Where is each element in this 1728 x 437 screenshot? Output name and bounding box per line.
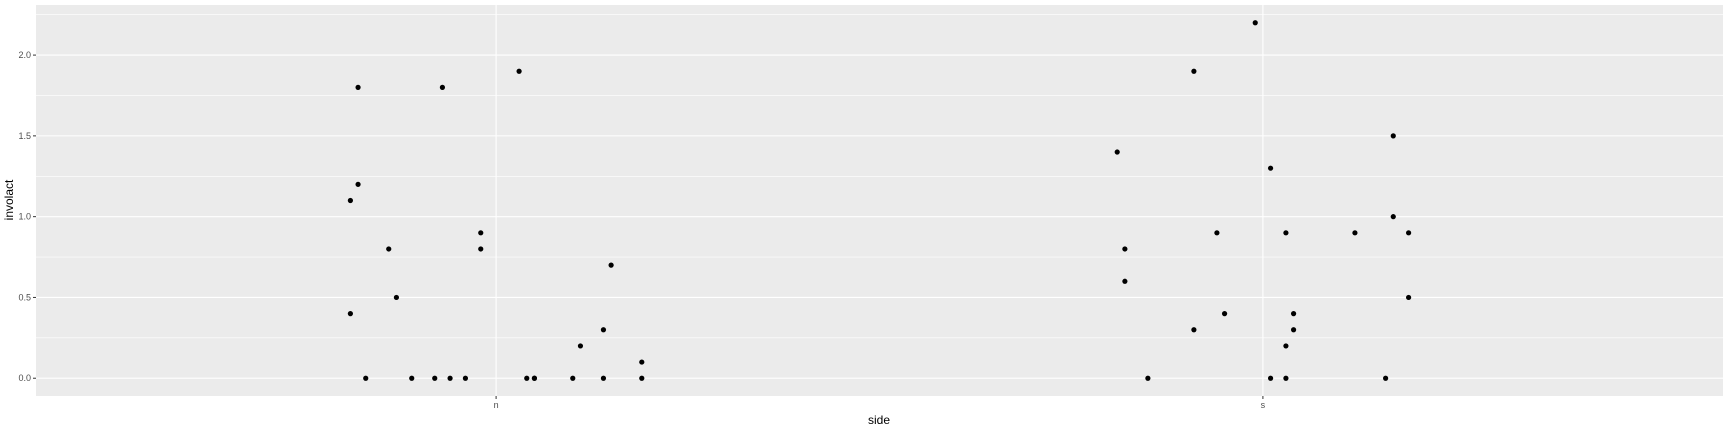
y-tick-label: 0.5: [18, 292, 31, 302]
data-point: [363, 375, 369, 381]
data-point: [1122, 278, 1128, 284]
data-point: [639, 375, 645, 381]
data-point: [439, 84, 446, 91]
data-point: [393, 294, 400, 301]
data-point: [1267, 375, 1274, 381]
data-point: [1214, 230, 1220, 236]
data-point: [639, 359, 645, 365]
data-point: [1406, 230, 1412, 236]
data-point: [1283, 375, 1289, 381]
y-axis-title: involact: [2, 179, 16, 220]
data-point: [1267, 165, 1274, 171]
data-point: [462, 375, 469, 381]
data-points: [347, 20, 1412, 381]
data-point: [1191, 68, 1197, 74]
data-point: [1145, 375, 1151, 381]
x-tick-label: n: [494, 400, 499, 410]
y-tick-label: 2.0: [18, 50, 31, 60]
data-point: [1406, 294, 1412, 301]
data-point: [347, 197, 353, 204]
data-point: [1390, 214, 1396, 220]
data-point: [1390, 133, 1396, 139]
data-point: [600, 327, 607, 333]
data-point: [524, 375, 530, 381]
data-point: [1122, 246, 1128, 252]
data-point: [600, 375, 607, 381]
data-point: [1283, 343, 1289, 349]
data-point: [1352, 230, 1358, 236]
data-point: [386, 246, 392, 252]
plot-panel: [36, 5, 1723, 396]
y-tick-label: 1.5: [18, 131, 31, 141]
data-point: [577, 343, 584, 349]
data-point: [409, 375, 415, 381]
data-point: [478, 230, 484, 236]
data-point: [1114, 149, 1120, 155]
minor-gridlines: [36, 14, 1723, 339]
data-point: [1221, 310, 1228, 317]
data-point: [432, 375, 438, 381]
y-tick-label: 0.0: [18, 373, 31, 383]
data-point: [1290, 310, 1297, 317]
data-point: [355, 181, 361, 187]
data-point: [1191, 327, 1197, 333]
data-point: [1283, 230, 1289, 236]
data-point: [447, 375, 453, 381]
x-tick-label: s: [1261, 400, 1266, 410]
data-point: [531, 375, 538, 381]
data-point: [1383, 375, 1389, 381]
data-point: [1290, 327, 1297, 333]
data-point: [1252, 20, 1258, 26]
data-point: [516, 68, 522, 74]
data-point: [347, 310, 353, 317]
y-tick-label: 1.0: [18, 212, 31, 222]
y-axis: 0.0 0.5 1.0 1.5 2.0: [18, 50, 36, 383]
x-axis-title: side: [868, 413, 890, 427]
data-point: [570, 375, 576, 381]
major-gridlines: [36, 5, 1723, 396]
data-point: [355, 84, 361, 91]
data-point: [478, 246, 484, 252]
data-point: [608, 262, 614, 268]
